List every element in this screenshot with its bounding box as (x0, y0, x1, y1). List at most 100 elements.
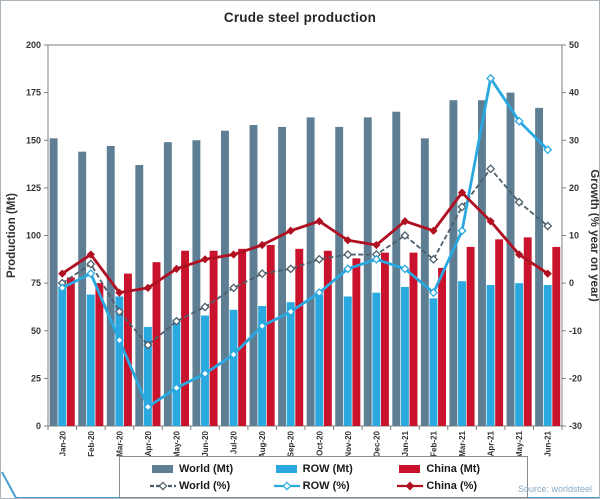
data-point-marker (457, 226, 467, 236)
data-point-marker (400, 217, 410, 226)
data-point-marker (457, 188, 467, 197)
bar (221, 130, 229, 426)
data-point-marker (486, 164, 496, 174)
bar-swatch-icon (399, 464, 421, 473)
data-point-marker (200, 255, 210, 264)
data-point-marker (86, 259, 96, 269)
bar (58, 288, 67, 426)
bar (135, 165, 144, 426)
bar (229, 309, 238, 426)
bar (380, 252, 389, 426)
bar (258, 305, 267, 426)
data-point-marker (86, 250, 95, 259)
y-right-tick-label: 40 (569, 88, 579, 98)
y-left-tick-label: 175 (26, 88, 41, 98)
data-point-marker (343, 264, 353, 274)
y-right-tick-label: -10 (569, 326, 582, 336)
data-point-marker (57, 283, 67, 293)
bar (486, 285, 495, 426)
bars-china-mt- (66, 237, 561, 426)
data-point-marker (229, 350, 239, 360)
data-point-marker (457, 202, 467, 212)
data-point-marker (115, 288, 124, 297)
y-left-tick-label: 200 (26, 40, 41, 50)
bar (323, 250, 332, 426)
axis-x: Jan-20 Feb-20 Mar-20 Apr-20 May-20 Jun-20 Jul-… (47, 426, 563, 458)
data-point-marker (200, 369, 210, 379)
data-point-marker (515, 250, 524, 259)
bar (506, 92, 515, 426)
legend-label: World (Mt) (179, 462, 234, 475)
bar (515, 283, 524, 426)
bar (352, 258, 361, 426)
data-point-marker (400, 264, 410, 274)
y-right-tick-label: -30 (569, 421, 582, 431)
data-point-marker (543, 221, 553, 231)
bar (400, 286, 409, 426)
legend-item-china-mt-: China (Mt) (397, 463, 521, 475)
bar (458, 281, 466, 426)
chart-legend: World (Mt) ROW (Mt) China (Mt) World (%) ROW… (119, 456, 528, 498)
bars-world-mt- (49, 92, 544, 427)
bar (306, 117, 315, 426)
data-point-marker (314, 288, 324, 298)
bar (315, 294, 324, 426)
data-point-marker (429, 226, 438, 235)
x-tick-label: Apr-20 (144, 430, 153, 456)
y-right-tick-label: 20 (569, 183, 579, 193)
data-point-marker (229, 283, 239, 293)
bar (106, 145, 115, 426)
x-tick-label: Jun-20 (201, 430, 210, 456)
bar (449, 100, 458, 427)
data-point-marker (343, 250, 353, 260)
y-left-tick-label: 75 (31, 278, 41, 288)
data-point-marker (315, 217, 324, 226)
data-point-marker (258, 240, 267, 250)
x-tick-label: Mar-21 (458, 430, 467, 456)
bar (238, 248, 247, 426)
data-point-marker (286, 307, 296, 317)
y-left-tick-label: 25 (31, 373, 41, 383)
data-point-marker (257, 321, 267, 331)
y-left-tick-label: 125 (26, 183, 41, 193)
x-tick-label: Sep-20 (287, 430, 296, 457)
bar (143, 326, 152, 426)
bar (95, 283, 104, 426)
bar (249, 125, 258, 426)
bar (266, 245, 275, 426)
x-tick-label: Dec-20 (372, 430, 381, 457)
legend-label: ROW (%) (302, 479, 350, 492)
data-point-marker (172, 264, 181, 273)
legend-item-china-: China (%) (397, 480, 521, 492)
bar-swatch-icon (275, 464, 297, 473)
bar (438, 267, 446, 426)
line-china- (58, 188, 552, 297)
source-label: Source: worldsteel (517, 484, 592, 494)
chart-title: Crude steel production (223, 10, 377, 25)
bar (192, 140, 201, 426)
bar (372, 292, 381, 426)
bar (115, 296, 124, 426)
bar (392, 111, 401, 427)
y-right-tick-label: -20 (569, 373, 582, 383)
data-point-marker (371, 254, 381, 264)
x-tick-label: Aug-20 (258, 430, 267, 458)
bar (466, 246, 475, 426)
x-tick-label: Jul-20 (230, 430, 239, 454)
axis-left: 0 25 50 75 100 125 150 175 200 (26, 40, 48, 431)
bar (543, 285, 552, 426)
data-point-marker (200, 302, 210, 312)
bar (152, 262, 161, 426)
data-point-marker (143, 340, 153, 350)
line-swatch-icon (273, 481, 300, 490)
bar (66, 277, 75, 426)
bar (420, 138, 429, 426)
y-left-tick-label: 0 (36, 421, 41, 431)
y-right-tick-label: 10 (569, 231, 579, 241)
x-tick-label: May-20 (173, 430, 182, 458)
data-point-marker (171, 383, 182, 393)
legend-label: ROW (Mt) (302, 462, 353, 475)
bar (429, 298, 438, 426)
